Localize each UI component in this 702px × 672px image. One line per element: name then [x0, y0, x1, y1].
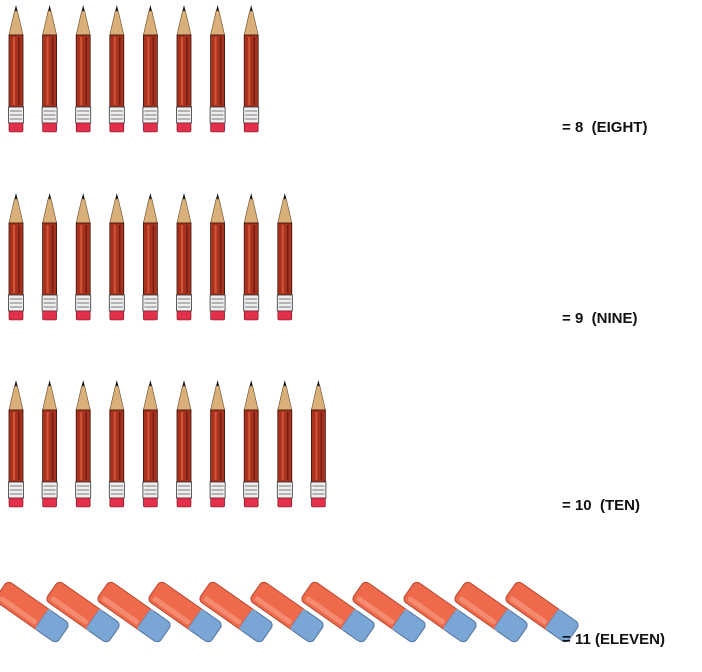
equals-sign: = — [562, 119, 571, 136]
equals-sign: = — [562, 497, 571, 514]
pencil-icon — [175, 379, 193, 508]
pencil-icon — [41, 379, 59, 508]
pencil-icon — [108, 192, 126, 321]
count-label: = 11 (ELEVEN) — [562, 631, 665, 648]
count-number: 9 — [575, 310, 583, 327]
item-row: = 10 (TEN) — [7, 379, 640, 514]
pencil-icon — [74, 379, 92, 508]
item-row: = 8 (EIGHT) — [7, 4, 647, 136]
pencil-icon — [7, 379, 25, 508]
count-number: 10 — [575, 497, 592, 514]
pencil-icon — [175, 4, 193, 133]
pencil-icon — [108, 4, 126, 133]
item-row: = 11 (ELEVEN) — [0, 579, 665, 648]
pencil-icon — [41, 192, 59, 321]
pencil-icon — [74, 4, 92, 133]
equals-sign: = — [562, 631, 571, 648]
count-label: = 10 (TEN) — [562, 497, 640, 514]
pencil-icon — [309, 379, 327, 508]
count-word: (ELEVEN) — [595, 631, 665, 648]
count-label: = 9 (NINE) — [562, 310, 637, 327]
count-number: 11 — [575, 631, 591, 648]
pencil-icon — [7, 4, 25, 133]
pencil-icon — [175, 192, 193, 321]
pencil-icon — [41, 4, 59, 133]
pencil-icon — [209, 379, 227, 508]
pencil-icon — [209, 192, 227, 321]
pencil-icon — [209, 4, 227, 133]
pencil-icon — [141, 4, 159, 133]
count-word: (TEN) — [600, 497, 640, 514]
pencil-icon — [141, 192, 159, 321]
pencil-icon — [108, 379, 126, 508]
item-row: = 9 (NINE) — [7, 192, 637, 327]
count-word: (EIGHT) — [592, 119, 648, 136]
pencil-icon — [141, 379, 159, 508]
pencil-icon — [242, 192, 260, 321]
pencil-icon — [74, 192, 92, 321]
pencil-icon — [276, 192, 294, 321]
count-label: = 8 (EIGHT) — [562, 119, 647, 136]
pencil-icon — [242, 4, 260, 133]
count-number: 8 — [575, 119, 583, 136]
pencil-icon — [7, 192, 25, 321]
pencil-icon — [242, 379, 260, 508]
count-word: (NINE) — [592, 310, 638, 327]
pencil-icon — [276, 379, 294, 508]
equals-sign: = — [562, 310, 571, 327]
